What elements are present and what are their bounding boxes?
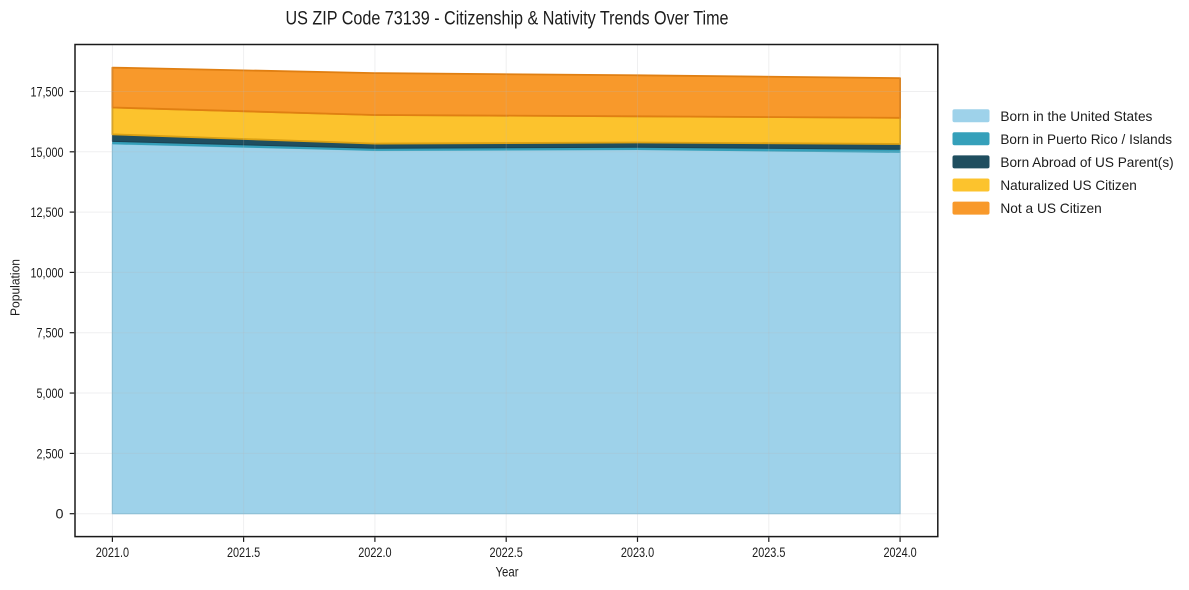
svg-text:2022.5: 2022.5 xyxy=(490,544,523,560)
svg-text:2021.0: 2021.0 xyxy=(96,544,129,560)
svg-text:2022.0: 2022.0 xyxy=(358,544,391,560)
svg-text:12,500: 12,500 xyxy=(31,204,64,220)
svg-text:US ZIP Code 73139 - Citizenshi: US ZIP Code 73139 - Citizenship & Nativi… xyxy=(286,9,729,30)
svg-text:17,500: 17,500 xyxy=(31,84,64,100)
svg-text:Born in the United States: Born in the United States xyxy=(1000,108,1152,124)
svg-text:7,500: 7,500 xyxy=(37,325,64,341)
svg-text:5,000: 5,000 xyxy=(37,385,64,401)
svg-text:Not a US Citizen: Not a US Citizen xyxy=(1000,200,1101,216)
svg-text:15,000: 15,000 xyxy=(31,144,64,160)
svg-text:0: 0 xyxy=(56,506,64,522)
svg-text:Naturalized US Citizen: Naturalized US Citizen xyxy=(1000,177,1136,193)
svg-text:Year: Year xyxy=(496,564,519,580)
svg-text:2024.0: 2024.0 xyxy=(883,544,916,560)
svg-text:Born Abroad of US Parent(s): Born Abroad of US Parent(s) xyxy=(1000,154,1173,170)
svg-text:Born in Puerto Rico / Islands: Born in Puerto Rico / Islands xyxy=(1000,131,1172,147)
svg-text:2021.5: 2021.5 xyxy=(227,544,260,560)
svg-text:2023.0: 2023.0 xyxy=(621,544,654,560)
svg-text:2023.5: 2023.5 xyxy=(752,544,785,560)
svg-text:10,000: 10,000 xyxy=(31,264,64,280)
svg-text:Population: Population xyxy=(9,259,23,316)
svg-text:2,500: 2,500 xyxy=(37,445,64,461)
